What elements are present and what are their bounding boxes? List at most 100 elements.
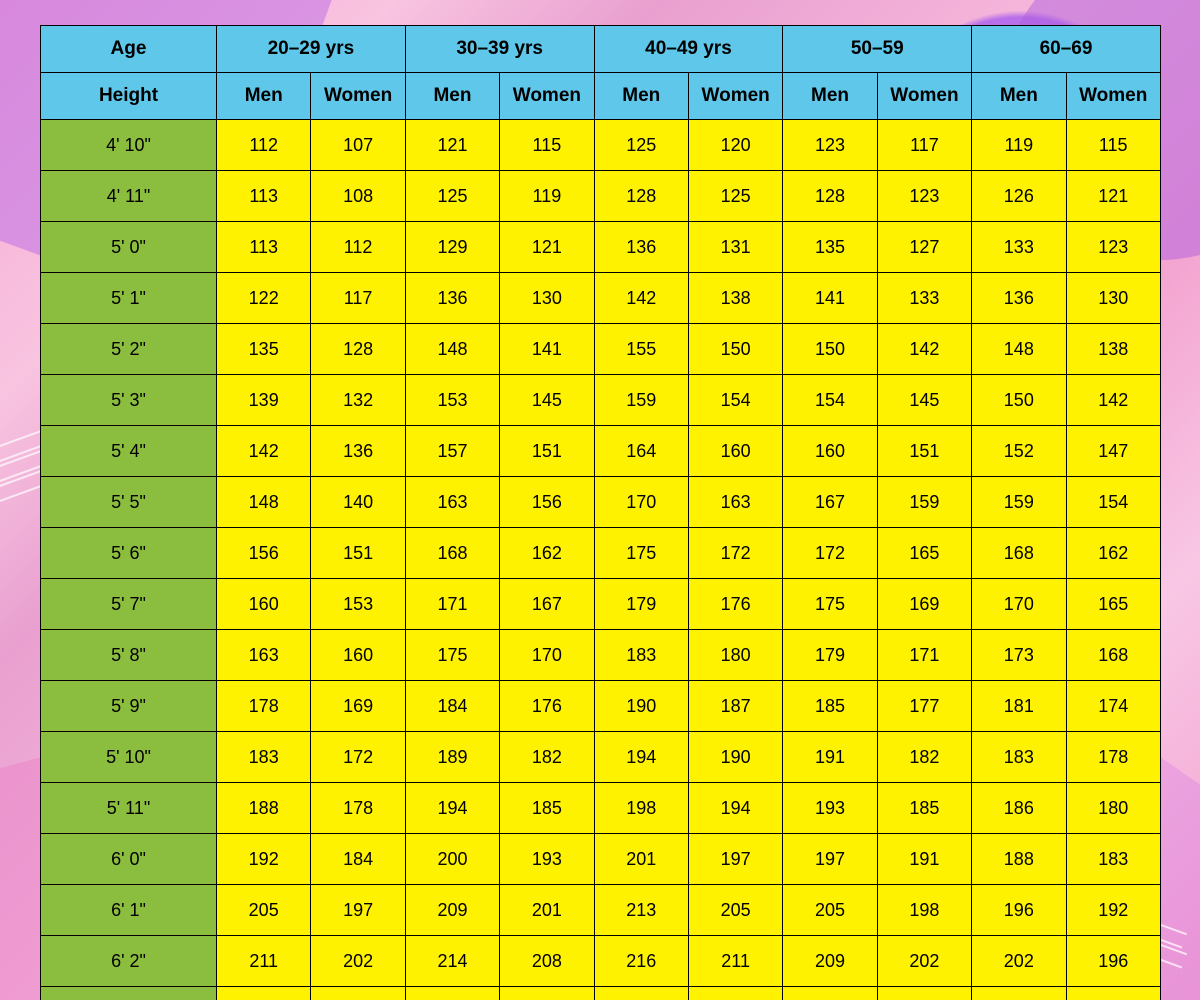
value-cell: 164 (594, 426, 688, 477)
value-cell: 165 (1066, 579, 1160, 630)
value-cell: 121 (500, 222, 594, 273)
value-cell: 185 (500, 783, 594, 834)
value-cell: 211 (688, 936, 782, 987)
value-cell: 135 (217, 324, 311, 375)
value-cell: 142 (1066, 375, 1160, 426)
value-cell: 160 (783, 426, 877, 477)
value-cell: 145 (877, 375, 971, 426)
value-cell: 152 (972, 426, 1066, 477)
value-cell: 162 (500, 528, 594, 579)
value-cell: 154 (1066, 477, 1160, 528)
table-row: 5' 2"135128148141155150150142148138 (41, 324, 1161, 375)
value-cell: 175 (405, 630, 499, 681)
value-cell: 179 (594, 579, 688, 630)
value-cell: 151 (311, 528, 405, 579)
value-cell: 178 (1066, 732, 1160, 783)
value-cell: 198 (877, 885, 971, 936)
value-cell: 160 (688, 426, 782, 477)
value-cell: 128 (594, 171, 688, 222)
value-cell: 133 (972, 222, 1066, 273)
value-cell: 173 (972, 630, 1066, 681)
value-cell: 211 (877, 987, 971, 1000)
gender-header: Women (1066, 73, 1160, 120)
value-cell: 194 (405, 783, 499, 834)
age-group-header: 40–49 yrs (594, 26, 783, 73)
value-cell: 155 (594, 324, 688, 375)
value-cell: 136 (405, 273, 499, 324)
value-cell: 184 (311, 834, 405, 885)
value-cell: 136 (311, 426, 405, 477)
value-cell: 202 (877, 936, 971, 987)
value-cell: 138 (1066, 324, 1160, 375)
value-cell: 119 (972, 120, 1066, 171)
value-cell: 142 (594, 273, 688, 324)
value-cell: 189 (405, 732, 499, 783)
table-row: 5' 9"178169184176190187185177181174 (41, 681, 1161, 732)
table-row: 5' 6"156151168162175172172165168162 (41, 528, 1161, 579)
height-cell: 6' 2" (41, 936, 217, 987)
table-row: 5' 7"160153171167179176175169170165 (41, 579, 1161, 630)
value-cell: 202 (311, 936, 405, 987)
table-row: 5' 4"142136157151164160160151152147 (41, 426, 1161, 477)
gender-header: Women (500, 73, 594, 120)
value-cell: 180 (1066, 783, 1160, 834)
value-cell: 148 (972, 324, 1066, 375)
value-cell: 184 (405, 681, 499, 732)
value-cell: 150 (972, 375, 1066, 426)
value-cell: 205 (783, 885, 877, 936)
value-cell: 196 (1066, 936, 1160, 987)
value-cell: 196 (972, 885, 1066, 936)
height-cell: 6' 3" (41, 987, 217, 1000)
value-cell: 213 (594, 885, 688, 936)
value-cell: 136 (594, 222, 688, 273)
value-cell: 163 (688, 477, 782, 528)
value-cell: 201 (594, 834, 688, 885)
table-row: 5' 1"122117136130142138141133136130 (41, 273, 1161, 324)
value-cell: 150 (688, 324, 782, 375)
value-cell: 121 (405, 120, 499, 171)
gender-header: Women (311, 73, 405, 120)
value-cell: 142 (217, 426, 311, 477)
value-cell: 139 (217, 375, 311, 426)
value-cell: 132 (311, 375, 405, 426)
value-cell: 192 (1066, 885, 1160, 936)
value-cell: 113 (217, 222, 311, 273)
height-cell: 5' 4" (41, 426, 217, 477)
value-cell: 191 (877, 834, 971, 885)
value-cell: 142 (877, 324, 971, 375)
value-cell: 115 (1066, 120, 1160, 171)
table-row: 5' 8"163160175170183180179171173168 (41, 630, 1161, 681)
value-cell: 154 (783, 375, 877, 426)
value-cell: 201 (500, 885, 594, 936)
value-cell: 162 (1066, 528, 1160, 579)
value-cell: 157 (405, 426, 499, 477)
value-cell: 165 (877, 528, 971, 579)
value-cell: 211 (500, 987, 594, 1000)
value-cell: 126 (972, 171, 1066, 222)
value-cell: 211 (217, 936, 311, 987)
value-cell: 205 (688, 885, 782, 936)
value-cell: 209 (783, 936, 877, 987)
value-cell: 148 (405, 324, 499, 375)
value-cell: 178 (311, 783, 405, 834)
table-row: 6' 2"211202214208216211209202202196 (41, 936, 1161, 987)
value-cell: 169 (877, 579, 971, 630)
value-cell: 147 (1066, 426, 1160, 477)
value-cell: 183 (217, 732, 311, 783)
height-cell: 6' 1" (41, 885, 217, 936)
value-cell: 176 (500, 681, 594, 732)
height-cell: 5' 11" (41, 783, 217, 834)
value-cell: 151 (877, 426, 971, 477)
value-cell: 128 (311, 324, 405, 375)
gender-header: Men (783, 73, 877, 120)
value-cell: 191 (783, 732, 877, 783)
value-cell: 169 (311, 681, 405, 732)
value-cell: 170 (594, 477, 688, 528)
table-row: 6' 0"192184200193201197197191188183 (41, 834, 1161, 885)
value-cell: 209 (405, 885, 499, 936)
value-cell: 185 (877, 783, 971, 834)
height-cell: 4' 10" (41, 120, 217, 171)
gender-header: Men (594, 73, 688, 120)
value-cell: 168 (1066, 630, 1160, 681)
value-cell: 203 (311, 987, 405, 1000)
